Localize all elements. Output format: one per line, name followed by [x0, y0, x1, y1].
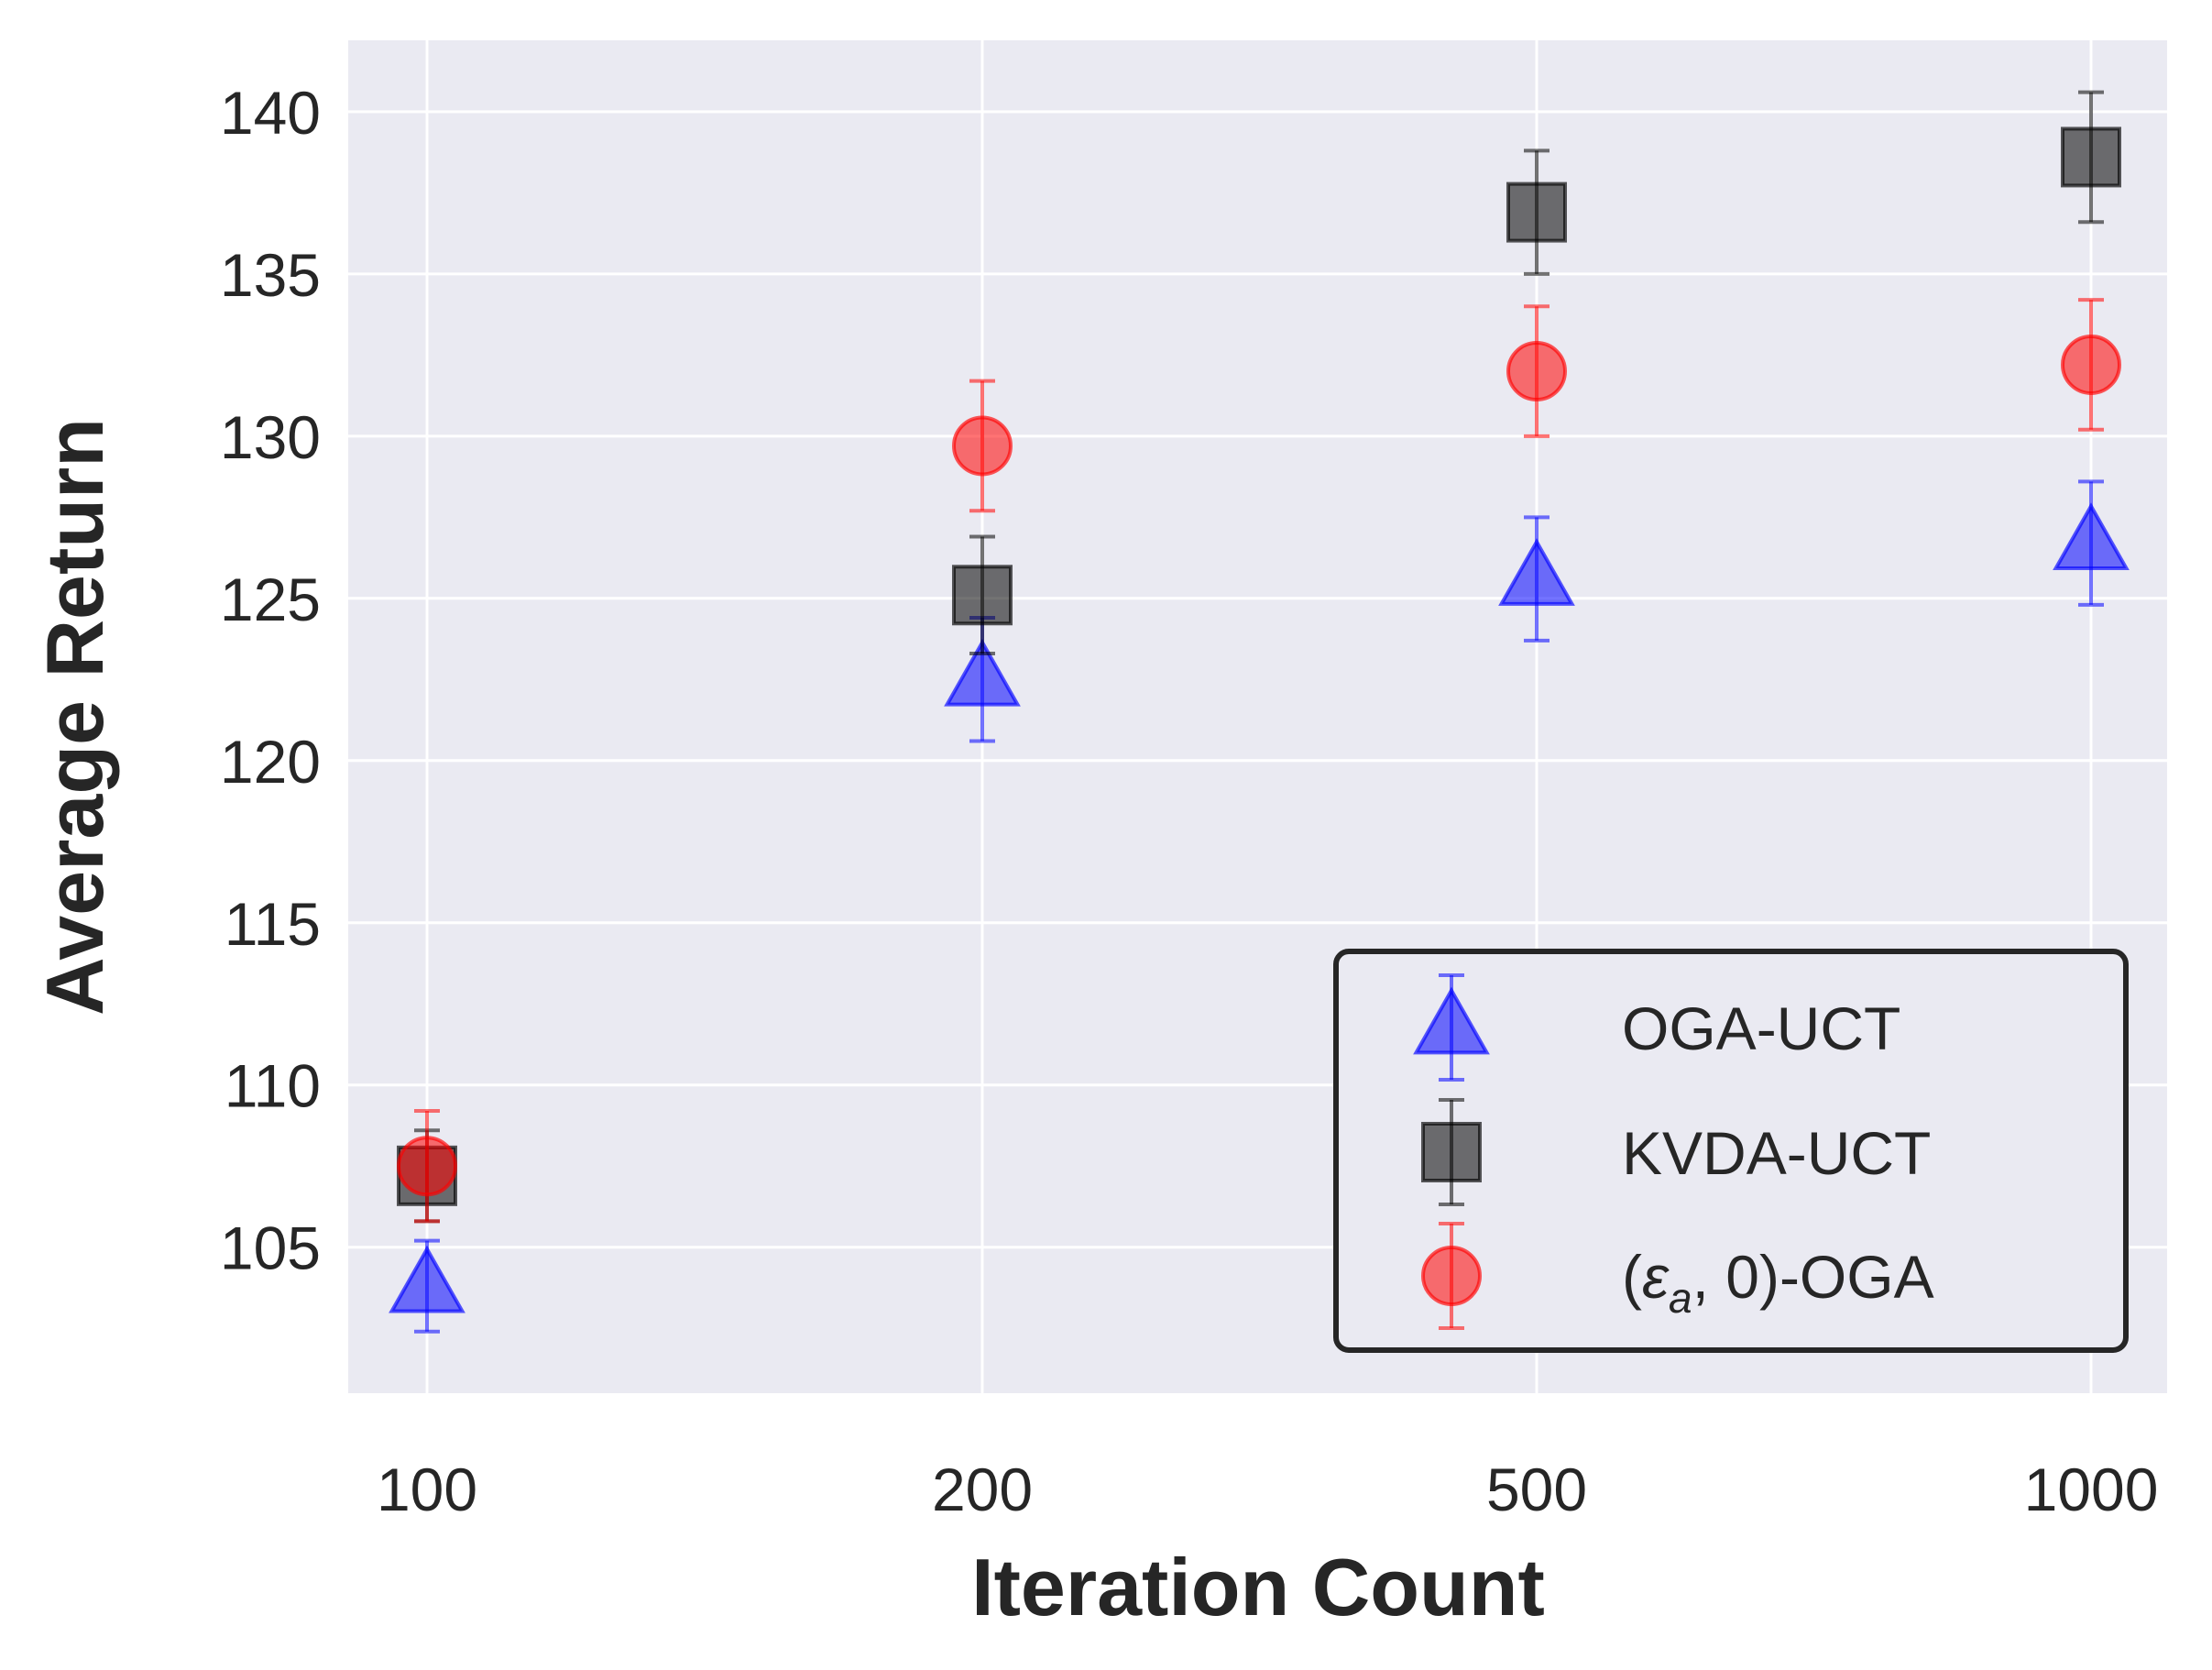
data-point-triangle: [944, 638, 1021, 707]
y-tick-label: 110: [224, 1052, 321, 1120]
legend-box: [1333, 949, 2129, 1353]
data-point-triangle: [389, 1245, 465, 1313]
x-tick-label: 200: [932, 1456, 1033, 1523]
data-point-circle: [952, 415, 1013, 477]
y-tick-label: 135: [220, 241, 321, 309]
legend-label-part: , 0)-OGA: [1692, 1243, 1934, 1311]
x-tick-labels: 100 200 500 1000: [377, 1456, 2158, 1523]
legend-entry: (εa, 0)-OGA: [1421, 1222, 1934, 1330]
legend-label: KVDA-UCT: [1622, 1119, 1931, 1187]
series-triangle: [389, 479, 2130, 1334]
data-point-circle: [397, 1136, 457, 1197]
legend-entries: OGA-UCT KVDA-UCT (εa, 0)-OGA: [1413, 973, 1934, 1330]
data-marks: [389, 90, 2130, 1334]
legend-entry: KVDA-UCT: [1421, 1098, 1931, 1206]
data-point-circle: [2061, 334, 2121, 395]
data-point-square: [952, 565, 1013, 626]
legend-label-symbol: ε: [1642, 1243, 1670, 1311]
legend-label-part: (: [1622, 1243, 1642, 1311]
y-tick-label: 125: [220, 566, 321, 633]
legend: OGA-UCT KVDA-UCT (εa, 0)-OGA: [1333, 949, 2129, 1353]
series-circle: [397, 298, 2121, 1224]
y-tick-label: 140: [220, 79, 321, 147]
legend-label: OGA-UCT: [1622, 994, 1900, 1062]
legend-label-subscript: a: [1669, 1274, 1692, 1322]
x-tick-label: 500: [1486, 1456, 1587, 1523]
data-point-triangle: [1498, 538, 1575, 606]
x-tick-label: 1000: [2024, 1456, 2159, 1523]
data-point-square: [1506, 181, 1567, 243]
x-tick-label: 100: [377, 1456, 477, 1523]
y-tick-label: 105: [220, 1214, 321, 1282]
data-point-square: [2061, 126, 2121, 188]
legend-label: (εa, 0)-OGA: [1622, 1243, 1934, 1322]
legend-entry: OGA-UCT: [1413, 973, 1900, 1082]
y-tick-label: 130: [220, 403, 321, 471]
legend-marker-triangle: [1413, 986, 1490, 1055]
data-point-triangle: [2053, 502, 2130, 570]
y-tick-labels: 105 110 115 120 125 130 135 140: [220, 79, 321, 1282]
y-axis-label: Average Return: [29, 418, 120, 1016]
y-tick-label: 115: [224, 890, 321, 958]
data-point-circle: [1506, 341, 1567, 402]
legend-marker-square: [1421, 1122, 1482, 1182]
legend-marker-circle: [1421, 1246, 1482, 1306]
y-tick-label: 120: [220, 728, 321, 796]
x-axis-label: Iteration Count: [971, 1542, 1545, 1632]
